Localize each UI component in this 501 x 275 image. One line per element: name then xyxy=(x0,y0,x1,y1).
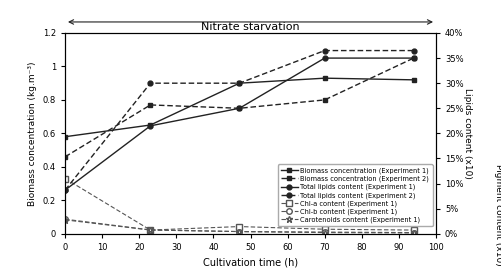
Text: Pigment content (x10): Pigment content (x10) xyxy=(494,164,501,265)
Y-axis label: Biomass concentration (kg.m⁻³): Biomass concentration (kg.m⁻³) xyxy=(28,61,37,206)
Y-axis label: Lipids content (x10): Lipids content (x10) xyxy=(463,88,472,179)
Legend: Biomass concentration (Experiment 1), Biomass concentration (Experiment 2), Tota: Biomass concentration (Experiment 1), Bi… xyxy=(278,164,432,226)
X-axis label: Cultivation time (h): Cultivation time (h) xyxy=(203,257,298,267)
Title: Nitrate starvation: Nitrate starvation xyxy=(201,22,300,32)
